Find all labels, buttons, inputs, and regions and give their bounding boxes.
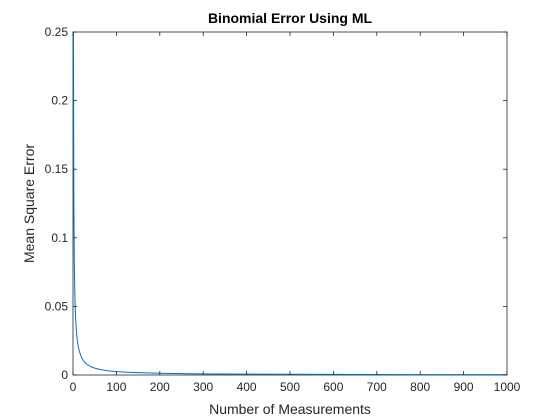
x-tick-label: 900: [454, 380, 474, 394]
x-tick-label: 0: [70, 380, 77, 394]
y-ticks: 0 0.05 0.1 0.15 0.2 0.25: [45, 25, 507, 382]
y-tick-label: 0.1: [51, 231, 68, 245]
y-tick-label: 0.05: [45, 299, 69, 313]
axes-box: [72, 31, 508, 376]
y-tick-label: 0: [61, 368, 68, 382]
x-tick-label: 1000: [494, 380, 521, 394]
y-tick-label: 0.25: [45, 25, 69, 39]
x-tick-label: 300: [193, 380, 213, 394]
x-tick-label: 800: [410, 380, 430, 394]
x-tick-label: 200: [150, 380, 170, 394]
x-tick-label: 700: [367, 380, 387, 394]
y-axis-label: Mean Square Error: [21, 144, 37, 263]
x-axis-label: Number of Measurements: [209, 401, 371, 417]
x-ticks: 0 100 200 300 400 500 600 700 800 900 1000: [70, 32, 521, 394]
x-tick-label: 400: [237, 380, 257, 394]
x-tick-label: 100: [106, 380, 126, 394]
x-tick-label: 600: [323, 380, 343, 394]
y-tick-label: 0.2: [51, 94, 68, 108]
plot-area: 0 100 200 300 400 500 600 700 800 900 1000 0 0.05 0.…: [45, 25, 521, 394]
x-tick-label: 500: [280, 380, 300, 394]
chart-title: Binomial Error Using ML: [208, 10, 373, 26]
y-tick-label: 0.15: [45, 162, 69, 176]
